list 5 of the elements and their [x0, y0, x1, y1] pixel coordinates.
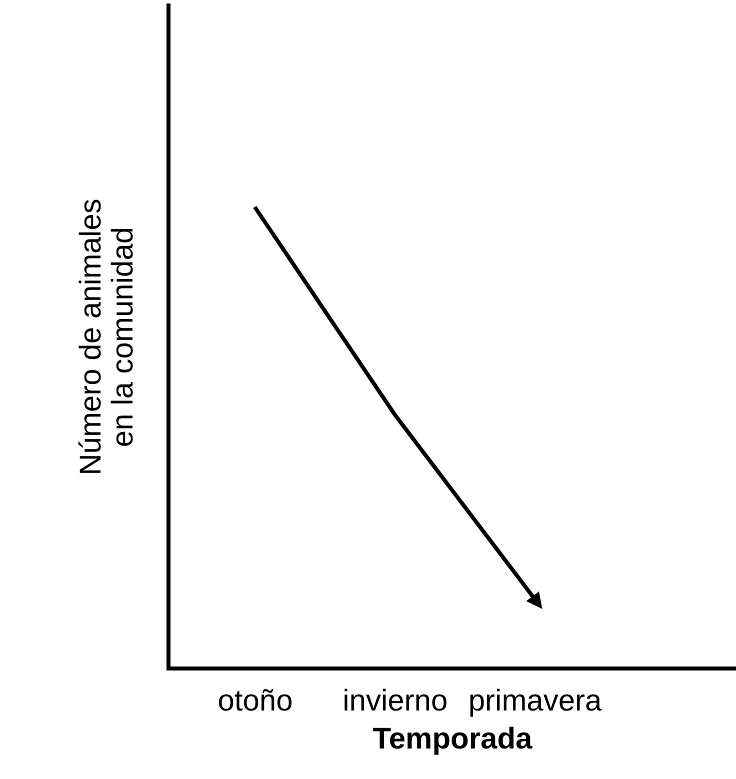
- x-tick-label: otoño: [218, 684, 293, 718]
- x-tick-label: invierno: [342, 684, 448, 718]
- y-axis-title: Número de animales en la comunidad: [74, 198, 140, 476]
- x-axis-title: Temporada: [372, 722, 533, 756]
- x-tick-label: primavera: [468, 684, 602, 718]
